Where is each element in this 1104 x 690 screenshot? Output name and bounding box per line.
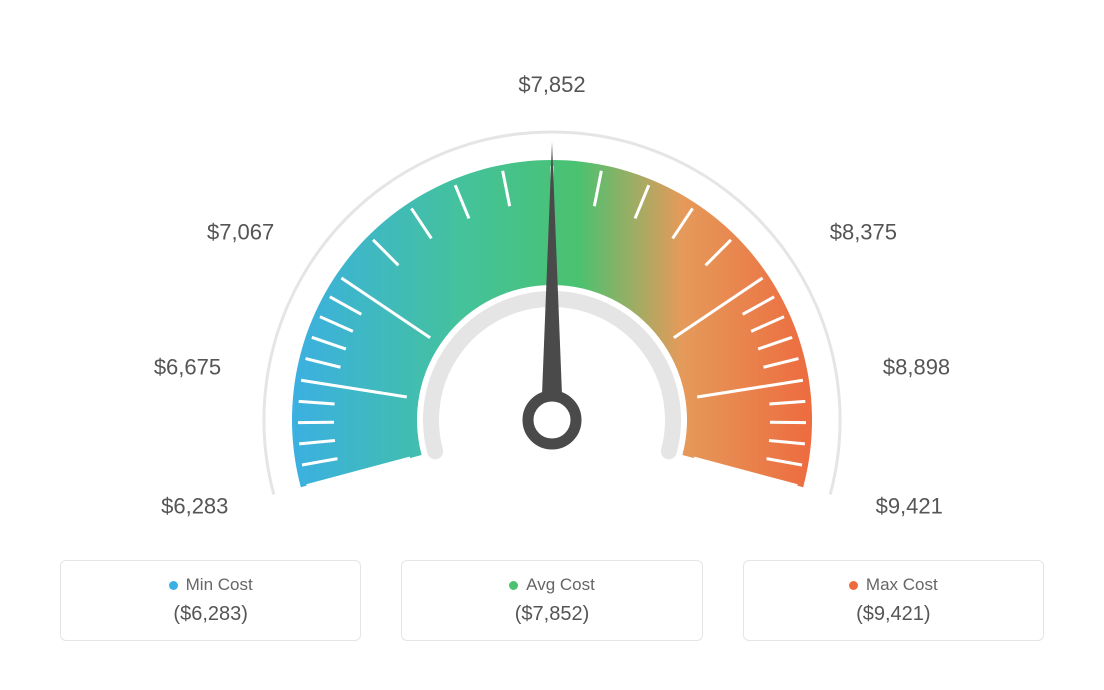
min-dot-icon [169,581,178,590]
avg-dot-icon [509,581,518,590]
max-cost-value: ($9,421) [754,603,1033,626]
avg-cost-label: Avg Cost [526,575,595,595]
max-dot-icon [849,581,858,590]
gauge-needle-hub [528,396,576,444]
gauge-tick-label: $6,283 [161,494,228,519]
gauge-tick-label: $8,898 [883,355,950,380]
min-cost-label: Min Cost [186,575,253,595]
gauge-tick-label: $7,852 [518,72,585,97]
gauge-tick-label: $8,375 [830,220,897,245]
gauge-tick-label: $7,067 [207,220,274,245]
min-cost-card: Min Cost ($6,283) [60,560,361,641]
cost-gauge-panel: $6,283 $6,675 $7,067 $7,852 $8,375 $8,898 $9,4… [0,0,1104,690]
min-cost-value: ($6,283) [71,603,350,626]
avg-cost-value: ($7,852) [412,603,691,626]
max-cost-card: Max Cost ($9,421) [743,560,1044,641]
legend-row: Min Cost ($6,283) Avg Cost ($7,852) Max … [0,560,1104,641]
avg-cost-card: Avg Cost ($7,852) [401,560,702,641]
max-cost-label: Max Cost [866,575,938,595]
gauge-area: $6,283 $6,675 $7,067 $7,852 $8,375 $8,898 $9,4… [0,0,1104,560]
gauge-svg: $6,283 $6,675 $7,067 $7,852 $8,375 $8,898 $9,4… [52,0,1052,560]
gauge-tick-label: $6,675 [154,355,221,380]
gauge-tick-label: $9,421 [876,494,943,519]
